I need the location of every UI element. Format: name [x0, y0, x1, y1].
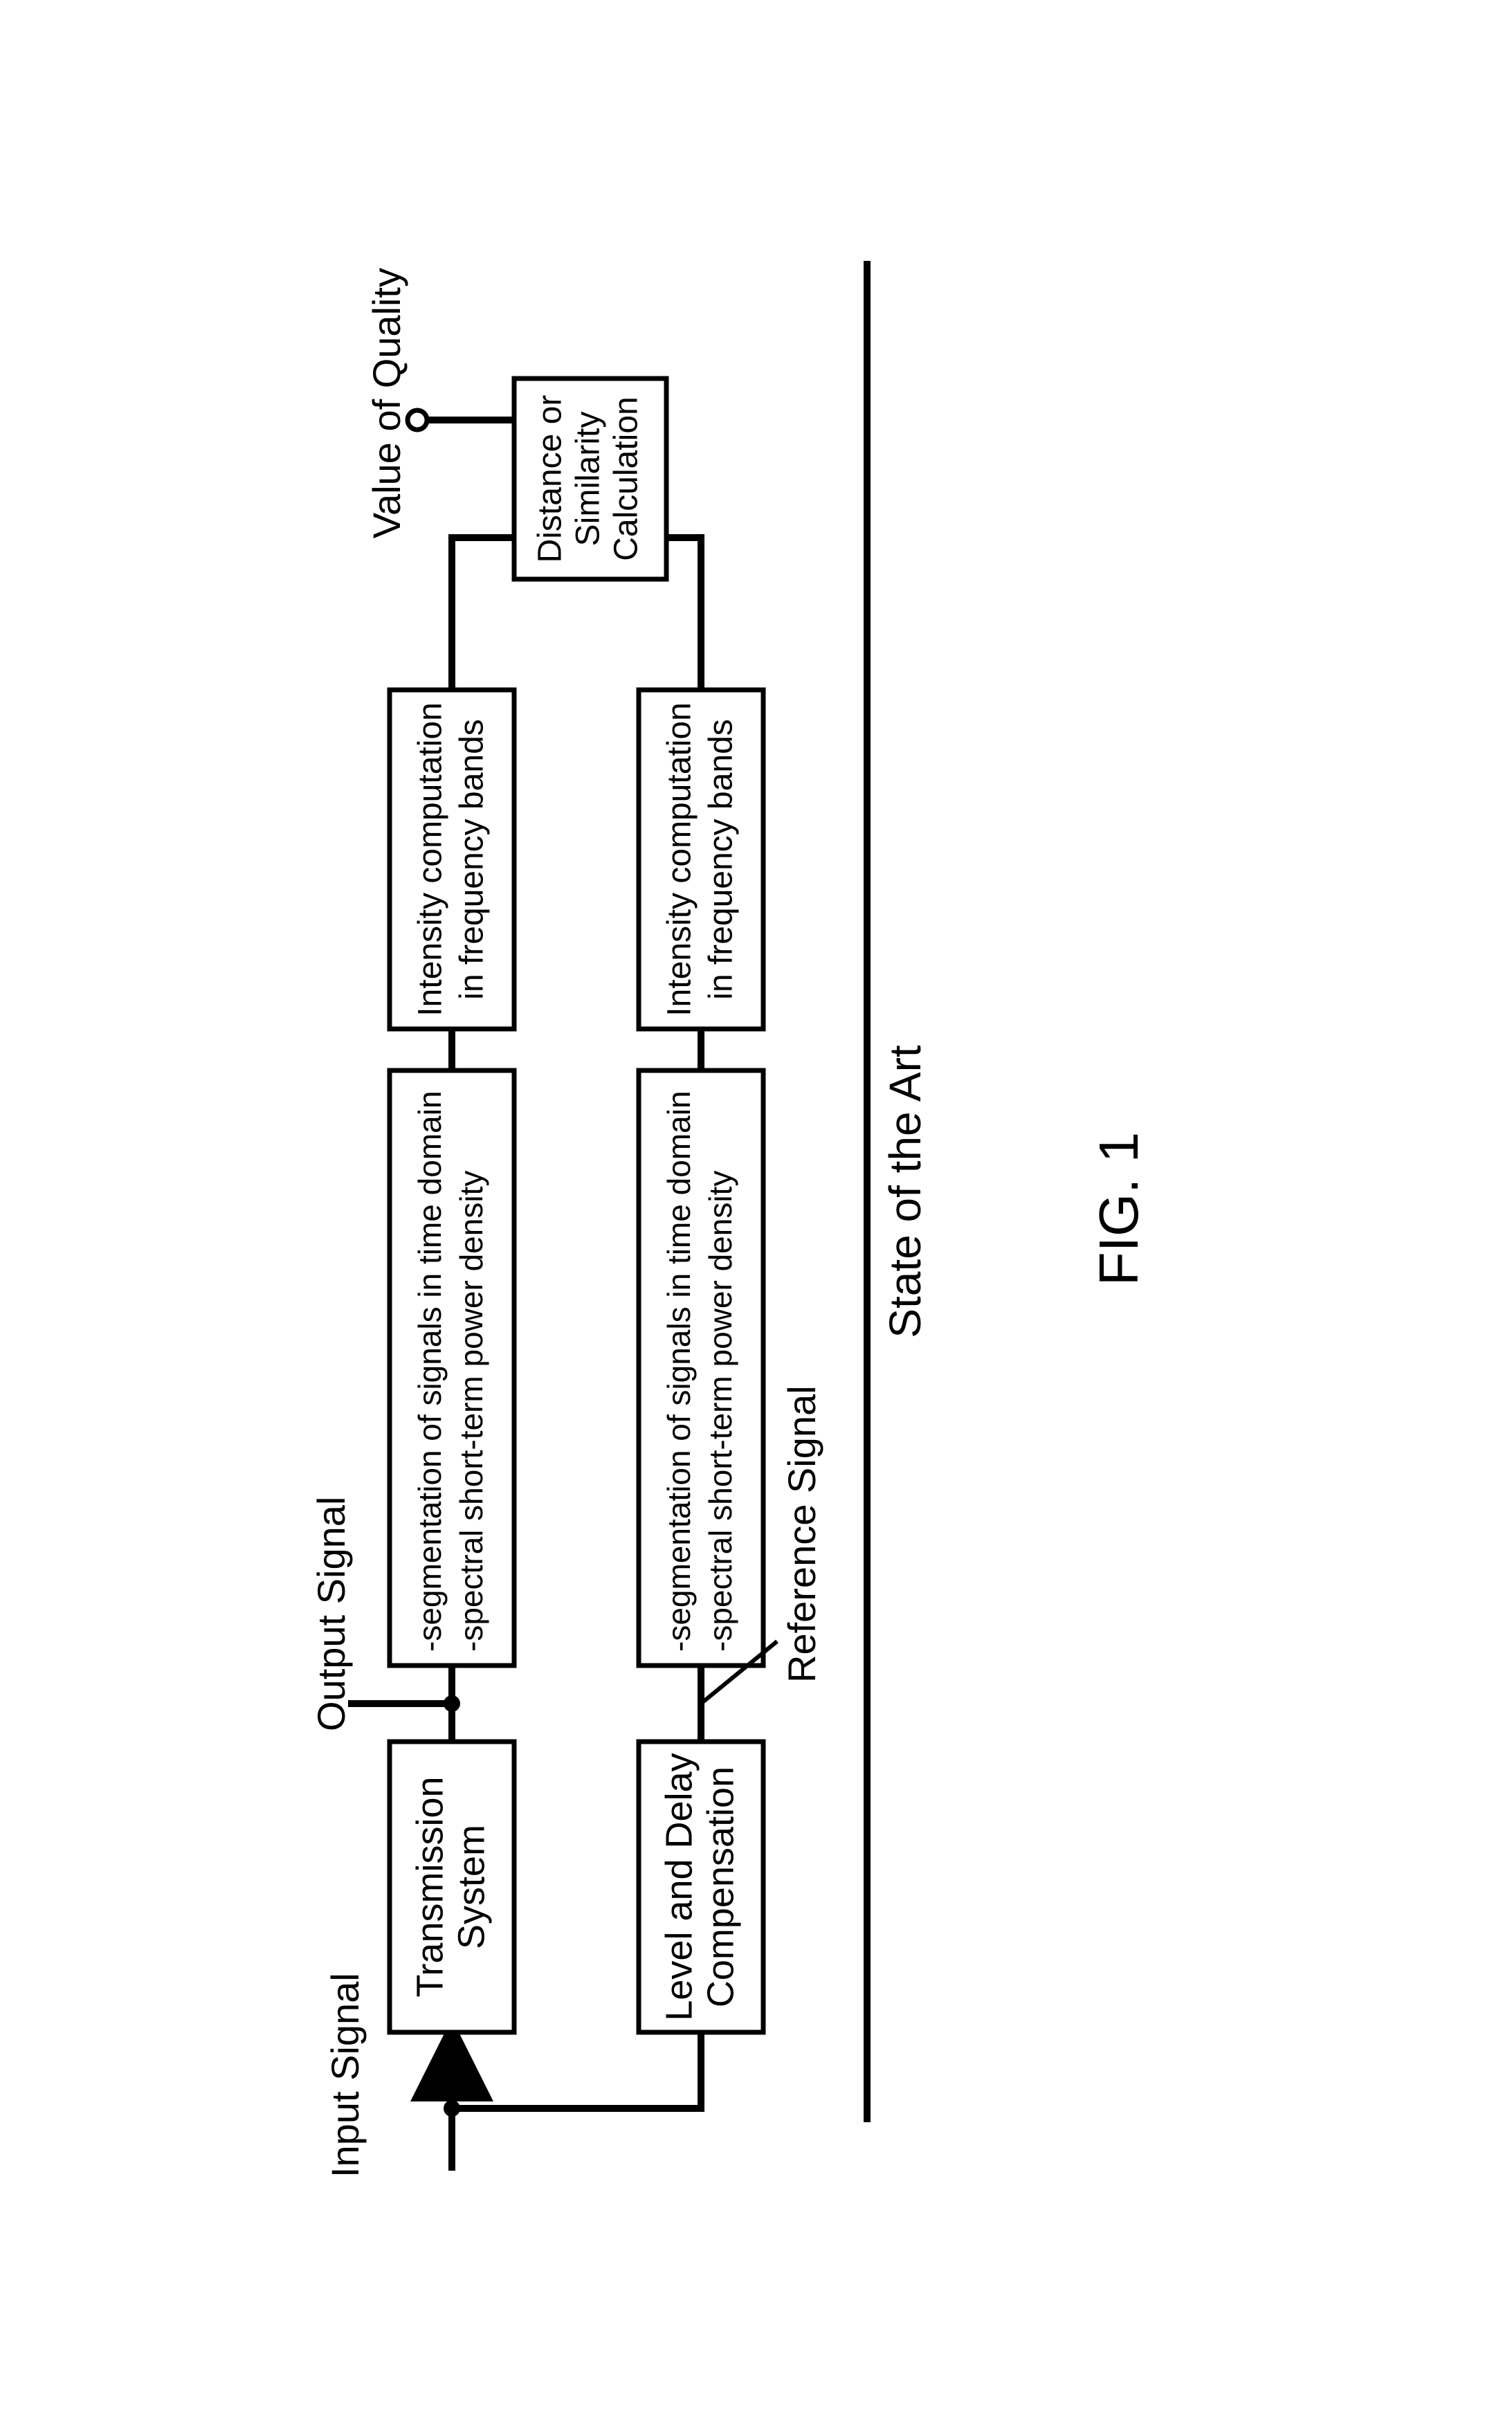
- connector-intensity-distance-top: [452, 538, 514, 690]
- block-intensity-top: [390, 690, 514, 1029]
- block-segmentation-bot-label-1: -segmentation of signals in time domain: [661, 1091, 697, 1652]
- block-segmentation-top: [390, 1070, 514, 1666]
- block-distance-label-3: Calculation: [608, 396, 644, 560]
- block-intensity-bot: [639, 690, 763, 1029]
- label-state-of-the-art: State of the Art: [880, 1045, 929, 1338]
- junction-input: [444, 2100, 460, 2117]
- junction-output: [444, 1695, 460, 1712]
- label-output-signal: Output Signal: [309, 1496, 352, 1731]
- block-distance-label-2: Similarity: [570, 411, 606, 546]
- block-compensation-label-1: Level and Delay: [658, 1753, 700, 2021]
- block-segmentation-top-label-1: -segmentation of signals in time domain: [412, 1091, 448, 1652]
- block-segmentation-top-label-2: -spectral short-term power density: [453, 1170, 489, 1651]
- connector-input-tap-down: [452, 2032, 701, 2108]
- block-diagram: Transmission System -segmentation of sig…: [203, 171, 1310, 2247]
- block-segmentation-bot: [639, 1070, 763, 1666]
- label-value-of-quality: Value of Quality: [364, 268, 408, 538]
- block-intensity-top-label-1: Intensity computation: [412, 702, 448, 1016]
- label-input-signal: Input Signal: [322, 1973, 366, 2178]
- terminal-output: [408, 410, 427, 430]
- figure-caption: FIG. 1: [1088, 1131, 1149, 1285]
- block-intensity-bot-label-1: Intensity computation: [661, 702, 698, 1016]
- connector-intensity-distance-bot: [666, 538, 701, 690]
- label-reference-signal: Reference Signal: [779, 1385, 823, 1683]
- block-transmission-label-1: Transmission: [409, 1776, 450, 1997]
- block-distance-label-1: Distance or: [531, 394, 568, 563]
- block-intensity-bot-label-2: in frequency bands: [702, 719, 739, 1000]
- block-segmentation-bot-label-2: -spectral short-term power density: [702, 1170, 738, 1651]
- block-compensation-label-2: Compensation: [700, 1766, 741, 2007]
- block-intensity-top-label-2: in frequency bands: [453, 719, 490, 1000]
- block-transmission-label-2: System: [450, 1824, 492, 1949]
